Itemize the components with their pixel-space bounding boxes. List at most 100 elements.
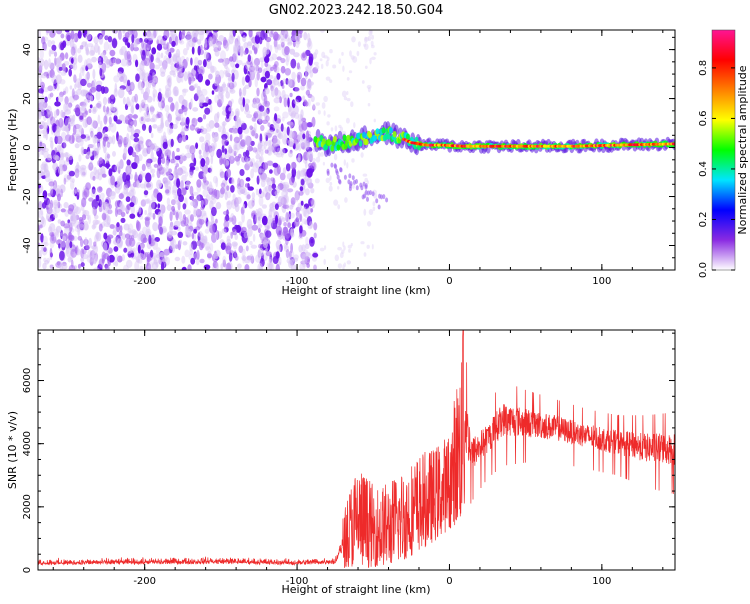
noise-blob <box>250 168 255 179</box>
noise-blob <box>241 122 247 131</box>
noise-blob <box>40 233 44 243</box>
noise-blob <box>115 254 119 262</box>
noise-blob <box>276 56 282 61</box>
noise-blob <box>337 186 340 190</box>
noise-blob <box>172 169 179 178</box>
noise-blob <box>118 230 123 237</box>
noise-blob <box>58 243 61 249</box>
noise-blob <box>180 165 187 174</box>
noise-blob <box>75 106 81 115</box>
noise-blob <box>185 180 191 189</box>
noise-blob <box>146 254 151 263</box>
noise-blob <box>288 250 295 259</box>
noise-blob <box>242 97 246 108</box>
noise-blob <box>245 75 250 83</box>
noise-blob <box>279 256 282 266</box>
noise-blob <box>252 233 256 242</box>
noise-blob <box>164 119 170 128</box>
noise-blob <box>94 42 99 54</box>
signal-halo <box>375 198 379 204</box>
noise-blob <box>307 40 313 50</box>
noise-blob <box>177 187 182 197</box>
noise-blob <box>314 178 320 184</box>
noise-blob <box>157 164 163 172</box>
noise-blob <box>252 147 258 153</box>
noise-blob <box>70 46 76 56</box>
noise-blob <box>185 144 190 150</box>
noise-blob <box>54 57 57 66</box>
noise-blob <box>204 142 209 153</box>
noise-blob <box>114 207 118 217</box>
noise-blob <box>90 130 94 138</box>
noise-blob <box>86 94 90 101</box>
noise-blob <box>202 184 209 190</box>
noise-blob <box>56 261 61 266</box>
noise-blob <box>158 216 163 227</box>
noise-blob <box>231 72 235 83</box>
signal-halo <box>378 193 382 199</box>
noise-blob <box>222 255 227 264</box>
noise-blob <box>341 249 345 254</box>
noise-blob <box>246 194 251 200</box>
noise-blob <box>221 83 227 88</box>
noise-blob <box>74 164 81 173</box>
noise-blob <box>98 34 104 45</box>
noise-blob <box>72 62 78 71</box>
noise-blob <box>100 192 105 199</box>
noise-blob <box>274 121 280 131</box>
noise-blob <box>141 99 146 105</box>
noise-blob <box>367 221 372 227</box>
noise-blob <box>285 56 289 66</box>
noise-blob <box>203 235 208 244</box>
noise-blob <box>182 88 187 97</box>
noise-blob <box>131 95 137 103</box>
noise-blob <box>279 148 286 156</box>
noise-blob <box>339 126 344 132</box>
noise-blob <box>103 242 108 252</box>
noise-blob <box>163 30 170 39</box>
noise-blob <box>246 114 253 119</box>
noise-blob <box>198 149 202 155</box>
noise-blob <box>243 50 248 56</box>
noise-blob <box>281 30 285 36</box>
noise-blob <box>57 165 64 175</box>
noise-blob <box>253 111 259 119</box>
noise-blob <box>317 152 321 158</box>
noise-blob <box>70 57 74 64</box>
noise-blob <box>108 254 115 263</box>
noise-blob <box>288 151 293 158</box>
noise-blob <box>255 209 259 216</box>
noise-blob <box>233 250 237 257</box>
noise-blob <box>239 30 244 35</box>
noise-blob <box>63 177 67 185</box>
noise-blob <box>257 262 263 270</box>
noise-blob <box>176 61 180 71</box>
noise-blob <box>38 88 44 94</box>
noise-blob <box>332 64 337 69</box>
noise-blob <box>256 71 260 81</box>
noise-blob <box>341 90 347 98</box>
signal-mid <box>362 131 367 139</box>
noise-blob <box>334 125 338 132</box>
noise-blob <box>262 239 269 249</box>
signal-mid <box>368 132 373 139</box>
noise-blob <box>57 193 61 202</box>
noise-blob <box>85 244 90 250</box>
noise-blob <box>289 212 295 219</box>
noise-blob <box>289 149 293 154</box>
noise-blob <box>139 143 144 150</box>
noise-blob <box>114 261 119 267</box>
noise-blob <box>55 74 62 85</box>
noise-blob <box>127 60 132 66</box>
noise-blob <box>230 231 233 239</box>
noise-blob <box>200 206 205 211</box>
noise-blob <box>242 203 246 210</box>
noise-blob <box>134 93 139 103</box>
noise-blob <box>38 140 44 149</box>
noise-blob <box>277 218 282 226</box>
noise-blob <box>233 147 239 154</box>
noise-blob <box>95 103 102 108</box>
noise-blob <box>228 106 233 112</box>
snr-y-tick-label: 2000 <box>22 494 33 519</box>
noise-blob <box>144 210 148 215</box>
